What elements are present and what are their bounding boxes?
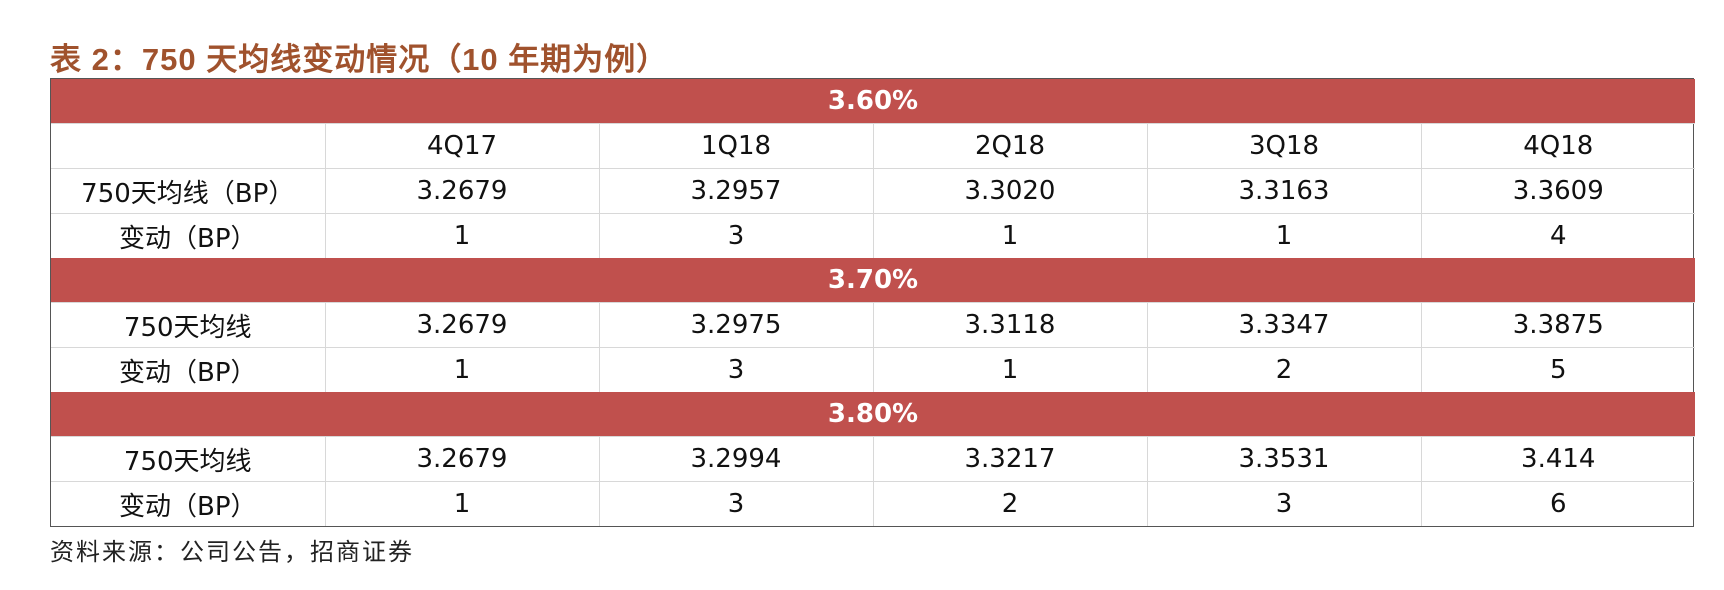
table-cell: 3.3020: [872, 168, 1147, 214]
row-label: 750天均线（BP）: [51, 168, 325, 214]
table-title: 表 2：750 天均线变动情况（10 年期为例）: [50, 42, 669, 77]
table-row: 750天均线（BP） 3.2679 3.2957 3.3020 3.3163 3…: [51, 168, 1696, 214]
table-cell: 2: [1146, 347, 1421, 392]
column-header: 4Q17: [324, 123, 599, 169]
table-cell: 3.2679: [324, 168, 599, 214]
row-label: 变动（BP）: [51, 347, 325, 392]
table-cell: 2: [872, 481, 1147, 526]
table-cell: 6: [1420, 481, 1696, 526]
table-row: 750天均线 3.2679 3.2994 3.3217 3.3531 3.414: [51, 436, 1696, 482]
data-table-container: 3.60% 4Q17 1Q18 2Q18 3Q18 4Q18 750天均线（BP…: [50, 78, 1696, 527]
table-cell: 1: [872, 347, 1147, 392]
row-label: 变动（BP）: [51, 213, 325, 258]
table-cell: 1: [324, 481, 599, 526]
table-cell: 3: [598, 213, 873, 258]
column-header: 2Q18: [872, 123, 1147, 169]
column-header: 4Q18: [1420, 123, 1696, 169]
table-row: 变动（BP） 1 3 1 1 4: [51, 213, 1696, 258]
table-row: 变动（BP） 1 3 1 2 5: [51, 347, 1696, 392]
header-blank-cell: [51, 123, 325, 169]
row-label: 750天均线: [51, 436, 325, 482]
section-header-row: 3.70%: [51, 258, 1696, 303]
table-cell: 1: [324, 213, 599, 258]
source-note: 资料来源：公司公告，招商证券: [50, 538, 414, 566]
table-row: 变动（BP） 1 3 2 3 6: [51, 481, 1696, 526]
table-cell: 3.2679: [324, 302, 599, 348]
table-cell: 1: [1146, 213, 1421, 258]
table-cell: 3.414: [1420, 436, 1696, 482]
table-cell: 5: [1420, 347, 1696, 392]
table-cell: 1: [872, 213, 1147, 258]
column-header: 1Q18: [598, 123, 873, 169]
table-cell: 3.3217: [872, 436, 1147, 482]
table-cell: 3.3163: [1146, 168, 1421, 214]
table-cell: 3.3609: [1420, 168, 1696, 214]
table-row: 750天均线 3.2679 3.2975 3.3118 3.3347 3.387…: [51, 302, 1696, 348]
section-header-row: 3.80%: [51, 392, 1696, 437]
section-header-row: 3.60%: [51, 79, 1696, 124]
table-cell: 3.3347: [1146, 302, 1421, 348]
column-header-row: 4Q17 1Q18 2Q18 3Q18 4Q18: [51, 123, 1696, 169]
table-cell: 3.3531: [1146, 436, 1421, 482]
row-label: 变动（BP）: [51, 481, 325, 526]
table-cell: 3.2994: [598, 436, 873, 482]
row-label: 750天均线: [51, 302, 325, 348]
data-table: 3.60% 4Q17 1Q18 2Q18 3Q18 4Q18 750天均线（BP…: [51, 79, 1696, 526]
table-cell: 3: [598, 347, 873, 392]
table-cell: 4: [1420, 213, 1696, 258]
table-cell: 3.2957: [598, 168, 873, 214]
table-cell: 3.3875: [1420, 302, 1696, 348]
table-cell: 3.2975: [598, 302, 873, 348]
column-header: 3Q18: [1146, 123, 1421, 169]
table-cell: 3.3118: [872, 302, 1147, 348]
table-cell: 3: [1146, 481, 1421, 526]
section-rate: 3.70%: [51, 258, 1696, 303]
table-cell: 3.2679: [324, 436, 599, 482]
section-rate: 3.60%: [51, 79, 1696, 124]
table-cell: 1: [324, 347, 599, 392]
table-cell: 3: [598, 481, 873, 526]
section-rate: 3.80%: [51, 392, 1696, 437]
